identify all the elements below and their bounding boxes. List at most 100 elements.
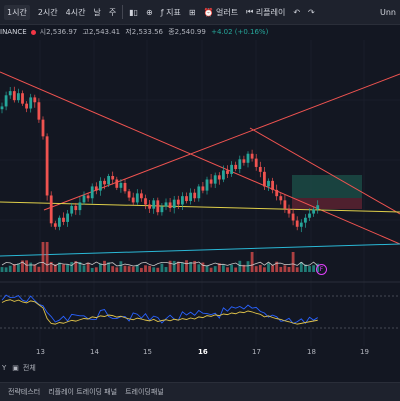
change-value: +4.02 (+0.16%) [211, 28, 269, 36]
candle-body [152, 200, 156, 209]
candle-body [164, 202, 168, 207]
candle-body [0, 106, 4, 110]
volume-bar [213, 266, 217, 272]
candle-body [140, 193, 143, 199]
candle-body [156, 200, 160, 213]
candle-body [17, 93, 20, 101]
tab-strategy-tester[interactable]: 전략테스터 [8, 388, 41, 396]
candle-body [226, 170, 229, 174]
volume-bar [45, 242, 49, 272]
candle-body [316, 205, 320, 210]
volume-bar [168, 260, 172, 272]
candle-body [181, 196, 184, 205]
templates-button[interactable]: ⊞ [185, 0, 200, 24]
candle-body [94, 186, 98, 191]
long-position-stop [292, 198, 362, 209]
candle-body [131, 197, 135, 203]
top-toolbar: 1시간 2시간 4시간 날 주 ▮▯ ⊕ ƒ 지표 ⊞ ⏰ 얼러트 ⏮ 리플레이… [0, 0, 400, 25]
replay-icon: ⏮ [246, 7, 254, 16]
candle-body [238, 159, 242, 170]
volume-bar [205, 265, 209, 272]
volume-bar [41, 242, 45, 272]
volume-bar [90, 267, 94, 272]
volume-bar [308, 266, 311, 272]
alert-label: 얼러트 [216, 7, 239, 17]
candle-body [308, 213, 311, 218]
range-ytd[interactable]: Y [2, 364, 7, 372]
candle-body [160, 206, 164, 213]
candle-body [8, 91, 12, 96]
replay-label: 리플레이 [255, 7, 286, 17]
tab-trading-panel[interactable]: 트레이딩패널 [125, 388, 164, 396]
volume-bar [258, 264, 262, 272]
candle-body [62, 217, 65, 222]
candle-body [37, 102, 41, 120]
volume-bar [107, 262, 110, 272]
volume-bar [304, 264, 307, 272]
price-chart[interactable] [0, 40, 400, 346]
symbol-name[interactable]: INANCE [0, 28, 27, 36]
candle-body [246, 153, 250, 163]
candle-body [53, 223, 57, 227]
candle-body [41, 119, 45, 137]
volume-bar [148, 265, 151, 272]
indicators-button[interactable]: ƒ 지표 [157, 0, 185, 24]
layout-tab[interactable]: Unn [376, 0, 400, 24]
compare-icon: ⊕ [146, 7, 153, 17]
volume-bar [271, 265, 274, 272]
time-label: 14 [90, 348, 99, 356]
volume-bar [267, 263, 270, 272]
candle-body [115, 179, 119, 188]
volume-bar [86, 262, 90, 272]
interval-week[interactable]: 주 [108, 7, 117, 17]
candle-body [58, 217, 61, 227]
market-status-dot [30, 29, 36, 35]
range-bar: Y ▣ 전체 [0, 362, 400, 374]
candle-body [66, 213, 69, 222]
candle-body [90, 186, 94, 199]
osc-line-blue [1, 294, 318, 325]
volume-indicator-badge[interactable]: F [316, 264, 327, 275]
compare-button[interactable]: ⊕ [142, 0, 157, 24]
interval-day[interactable]: 날 [93, 7, 101, 17]
candle-body [107, 176, 110, 185]
redo-button[interactable]: ↷ [304, 0, 319, 24]
candle-body [287, 208, 291, 214]
volume-bar [279, 266, 283, 272]
volume-bar [283, 265, 287, 272]
candle-body [49, 195, 53, 224]
candle-body [193, 192, 197, 199]
candle-type-button[interactable]: ▮▯ [125, 0, 142, 24]
candle-body [209, 179, 213, 184]
volume-bar [263, 267, 266, 272]
range-all[interactable]: 전체 [22, 364, 36, 372]
redo-icon: ↷ [308, 7, 315, 17]
candle-body [234, 164, 238, 170]
candle-body [135, 193, 139, 203]
alert-button[interactable]: ⏰ 얼러트 [200, 0, 243, 24]
interval-2h[interactable]: 2시간 [37, 7, 58, 17]
volume-bar [21, 260, 24, 272]
ohlc-values: 시2,536.97 고2,543.41 저2,533.56 종2,540.99 … [40, 27, 272, 37]
undo-button[interactable]: ↶ [289, 0, 304, 24]
open-value: 시2,536.97 [39, 28, 78, 36]
volume-bar [66, 264, 69, 272]
replay-button[interactable]: ⏮ 리플레이 [242, 0, 289, 24]
candle-body [21, 93, 24, 104]
candle-body [295, 220, 299, 227]
toolbar-divider [122, 5, 124, 19]
volume-bar [275, 261, 279, 272]
volume-bar [197, 264, 201, 272]
volume-bar [185, 260, 188, 272]
tab-replay-trading[interactable]: 리플레이 트레이딩 패널 [48, 388, 118, 396]
volume-ma-line [1, 261, 318, 267]
time-axis[interactable]: 13 14 15 16 17 18 19 [0, 346, 400, 360]
volume-bar [254, 266, 258, 272]
interval-4h[interactable]: 4시간 [65, 7, 86, 17]
calendar-icon[interactable]: ▣ [12, 364, 19, 372]
candle-body [185, 196, 188, 202]
volume-bar [209, 267, 213, 272]
candle-body [45, 136, 49, 196]
interval-1h[interactable]: 1시간 [0, 0, 34, 24]
volume-bar [160, 263, 164, 272]
